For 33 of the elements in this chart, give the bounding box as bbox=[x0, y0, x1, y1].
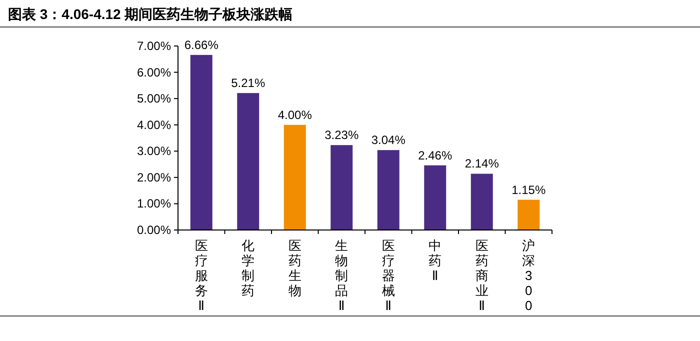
bar bbox=[190, 54, 212, 230]
data-label: 4.00% bbox=[278, 108, 312, 122]
x-tick-label: 化学制药 bbox=[242, 238, 255, 298]
data-label: 3.04% bbox=[371, 133, 406, 148]
bar bbox=[284, 124, 306, 230]
data-label: 2.46% bbox=[418, 148, 452, 162]
x-tick-label: 沪深300 bbox=[522, 238, 536, 313]
y-tick-label: 0.00% bbox=[136, 223, 172, 237]
x-tick-label: 医药商业Ⅱ bbox=[475, 238, 488, 313]
data-label: 3.23% bbox=[324, 128, 359, 142]
bar bbox=[518, 200, 540, 230]
bar bbox=[237, 93, 260, 230]
data-label: 6.66% bbox=[184, 38, 219, 52]
bar bbox=[424, 165, 446, 230]
y-tick-label: 1.00% bbox=[136, 196, 172, 211]
y-tick-label: 6.00% bbox=[136, 65, 172, 80]
y-tick-label: 5.00% bbox=[136, 92, 172, 106]
y-tick-label: 7.00% bbox=[136, 39, 172, 53]
y-tick-label: 4.00% bbox=[136, 118, 172, 132]
data-label: 2.14% bbox=[464, 156, 500, 171]
y-tick-label: 2.00% bbox=[136, 170, 172, 184]
x-tick-label: 中药Ⅱ bbox=[428, 238, 442, 283]
bar bbox=[470, 174, 493, 230]
x-tick-label: 生物制品Ⅱ bbox=[335, 238, 348, 313]
x-tick-label: 医药生物 bbox=[288, 238, 302, 298]
y-tick-label: 3.00% bbox=[136, 144, 172, 158]
x-tick-label: 医疗器械Ⅱ bbox=[382, 238, 395, 313]
data-label: 1.15% bbox=[512, 182, 546, 197]
x-tick-label: 医疗服务Ⅱ bbox=[194, 238, 208, 313]
chart-title: 图表 3：4.06-4.12 期间医药生物子板块涨跌幅 bbox=[8, 6, 293, 22]
bar bbox=[330, 145, 353, 230]
bar bbox=[377, 150, 400, 230]
data-label: 5.21% bbox=[231, 76, 266, 90]
